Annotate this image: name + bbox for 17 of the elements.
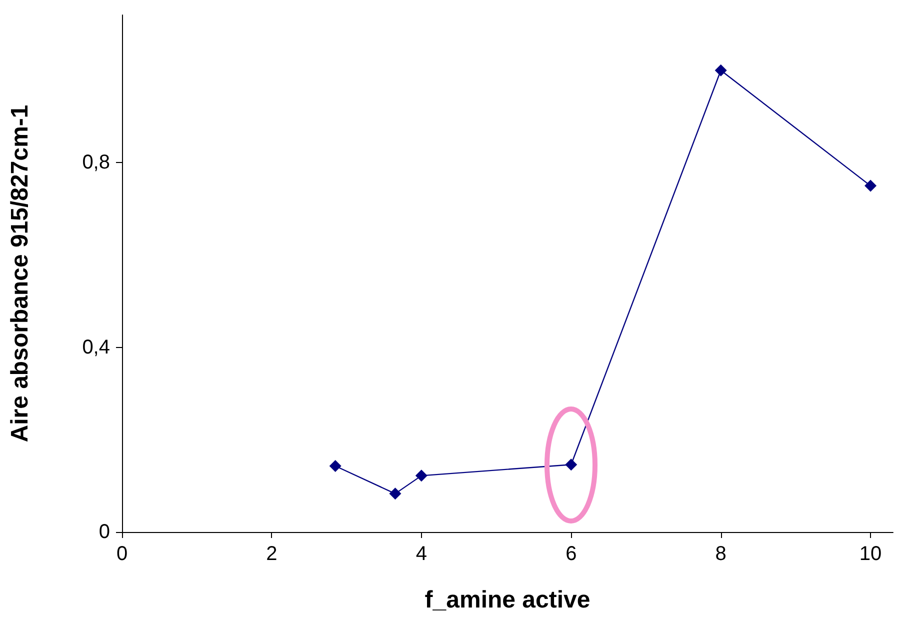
- point: [329, 460, 342, 472]
- x-tick-label: 2: [266, 543, 278, 565]
- point: [864, 180, 877, 192]
- x-tick-label: 4: [416, 543, 427, 565]
- x-tick-label: 6: [566, 543, 577, 565]
- y-axis-title: Aire absorbance 915/827cm-1: [6, 104, 34, 442]
- y-tick-label: 0,8: [82, 152, 110, 174]
- point: [415, 470, 428, 482]
- x-axis-title: f_amine active: [424, 586, 590, 614]
- x-tick-label: 8: [715, 543, 726, 565]
- y-tick-label: 0: [98, 521, 110, 543]
- point: [389, 488, 402, 500]
- point: [565, 458, 578, 471]
- point: [714, 64, 727, 76]
- x-tick-label: 10: [859, 543, 882, 565]
- x-tick-label: 0: [116, 543, 128, 565]
- y-tick-label: 0,4: [82, 336, 110, 358]
